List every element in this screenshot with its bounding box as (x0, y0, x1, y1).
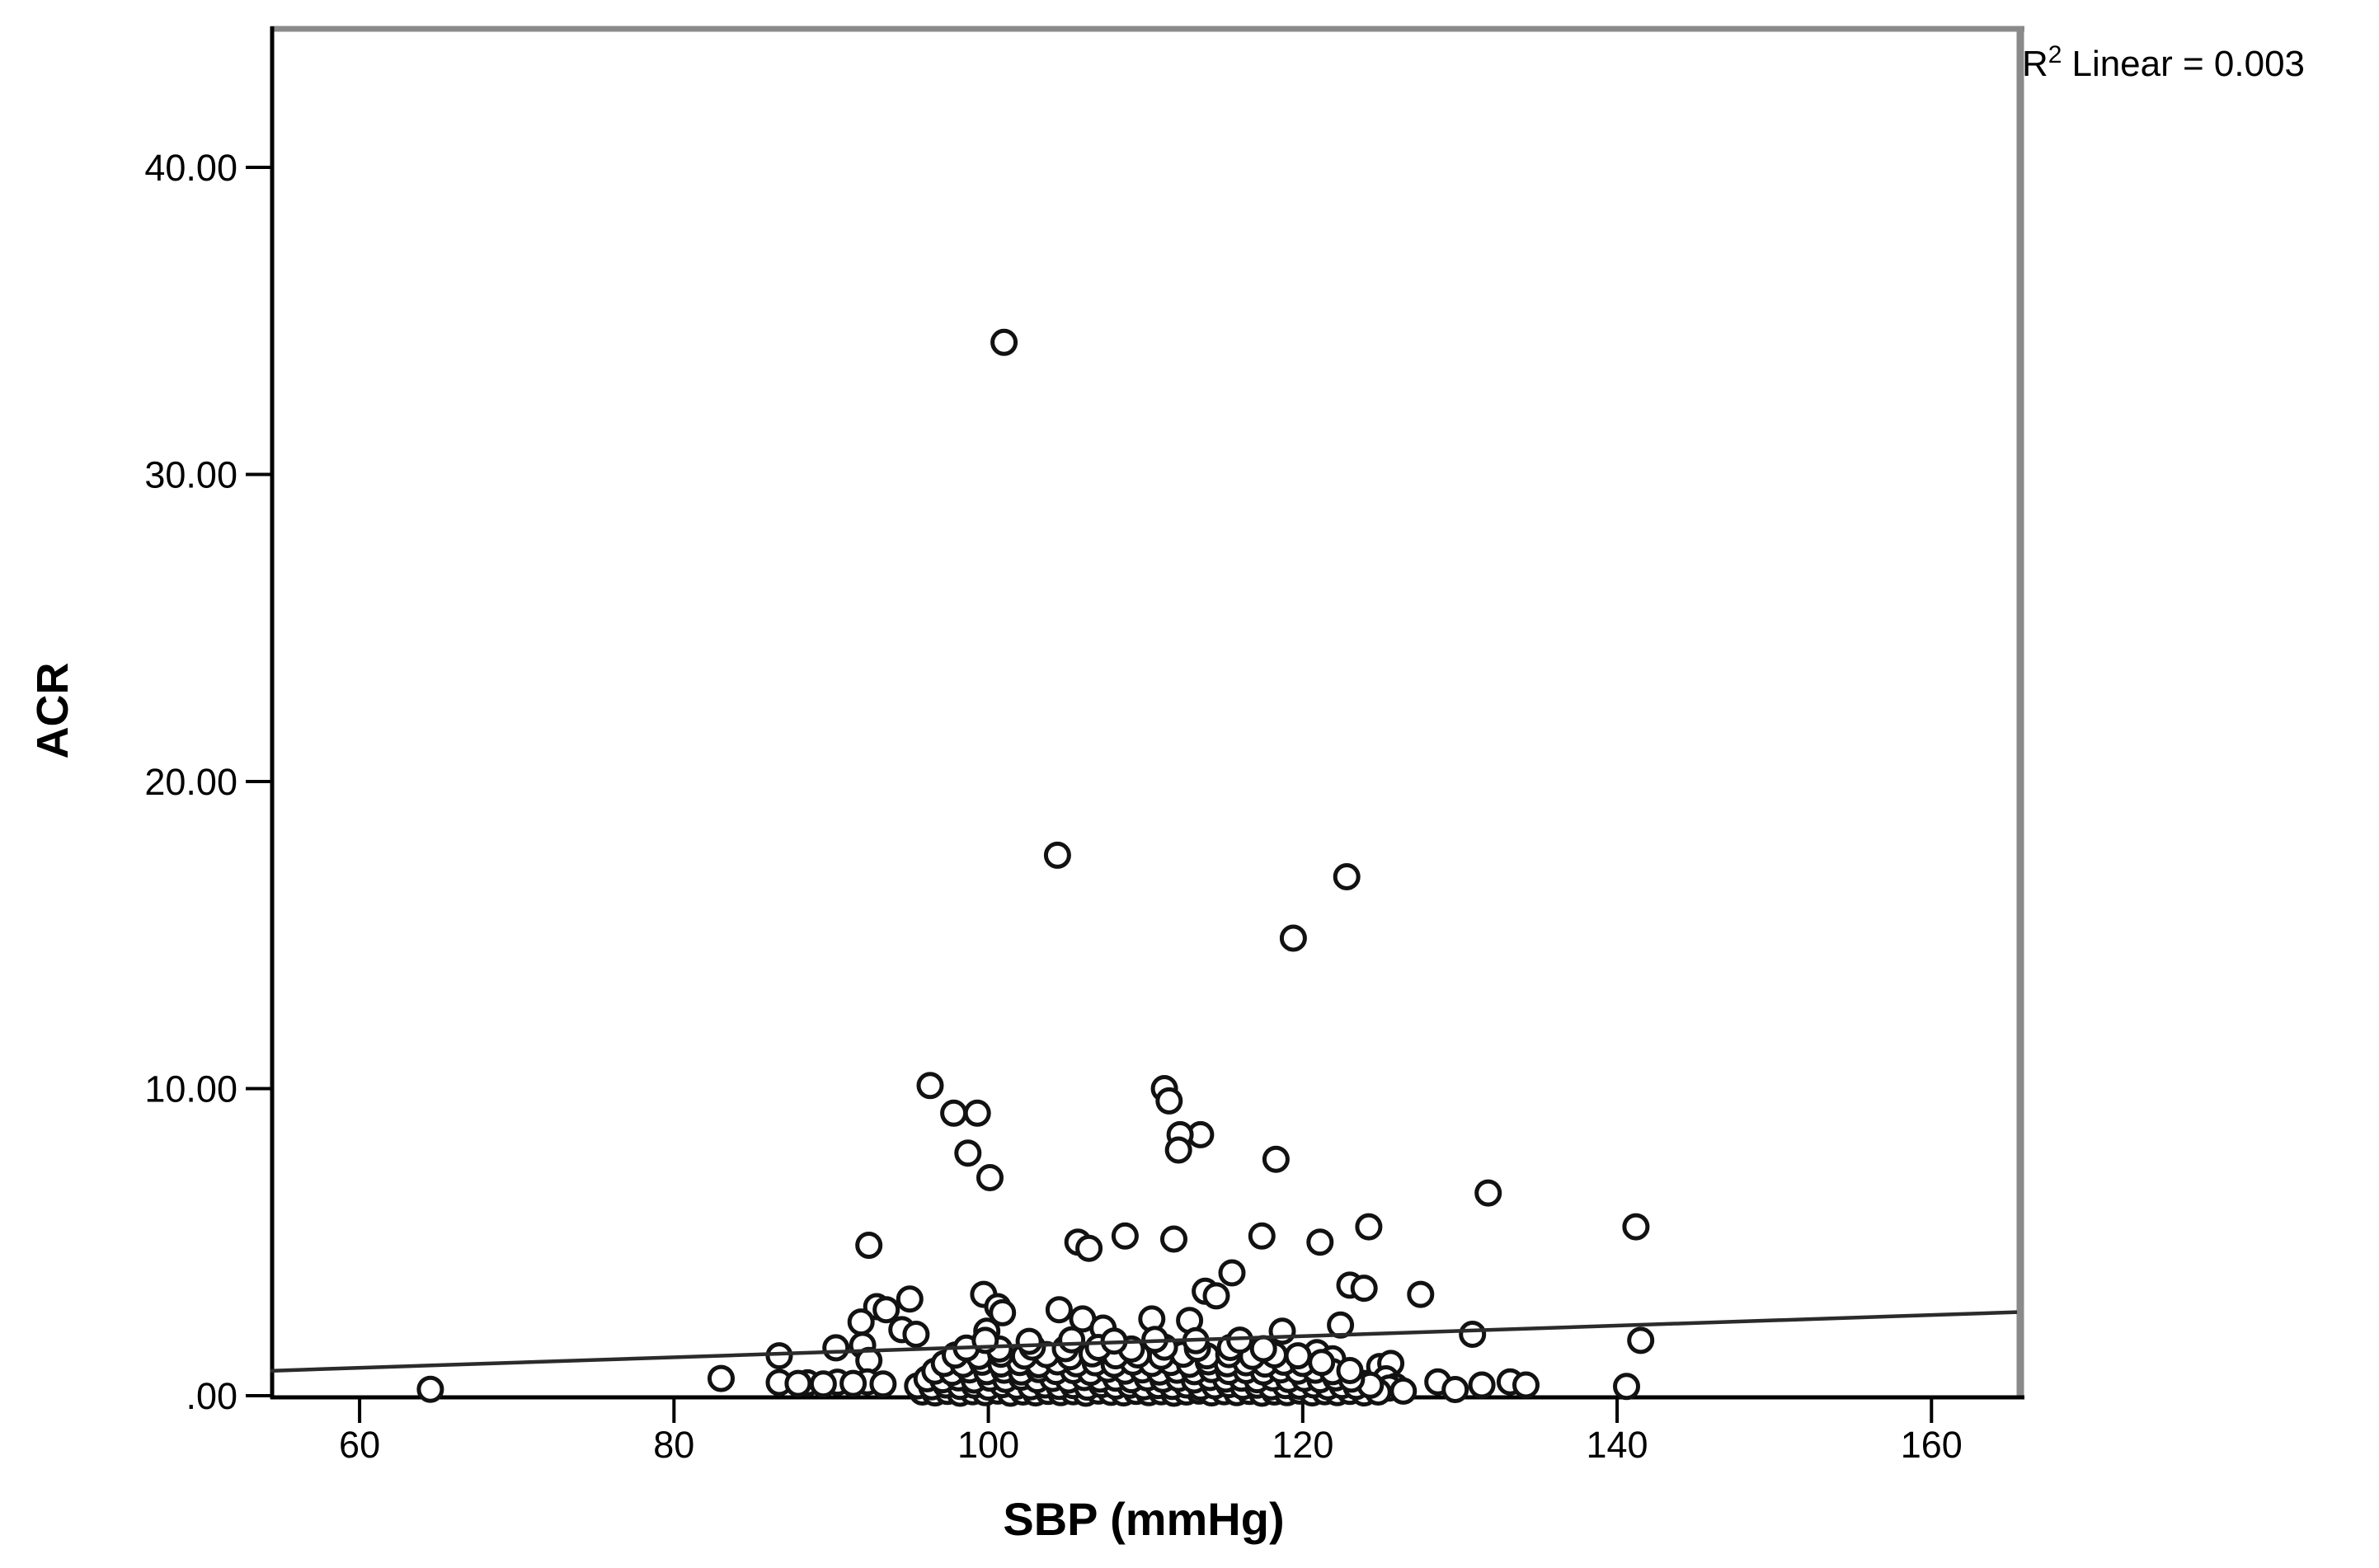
data-point (1043, 841, 1071, 869)
data-point (1249, 1335, 1277, 1363)
data-point (1627, 1326, 1655, 1354)
r2-annotation: R2 Linear = 0.003 (2022, 41, 2305, 84)
data-point (1111, 1222, 1139, 1250)
data-point (1279, 924, 1307, 952)
data-points (416, 328, 1655, 1407)
data-point (1045, 1296, 1073, 1324)
data-point (416, 1375, 444, 1403)
data-point (990, 328, 1018, 356)
data-point (847, 1308, 875, 1336)
y-tick-label: 40.00 (144, 147, 237, 189)
data-point (1164, 1136, 1192, 1164)
data-point (1202, 1282, 1230, 1310)
data-point (839, 1369, 867, 1397)
data-point (784, 1369, 812, 1397)
data-point (896, 1285, 924, 1313)
y-tick-label: .00 (186, 1375, 237, 1417)
data-point (1284, 1342, 1312, 1370)
data-point (1389, 1377, 1418, 1405)
data-point (976, 1164, 1004, 1191)
data-point (822, 1334, 850, 1362)
data-point (1075, 1234, 1103, 1262)
data-point (902, 1321, 930, 1348)
data-point (1308, 1349, 1336, 1377)
data-point (1218, 1259, 1246, 1287)
data-point (1058, 1326, 1086, 1354)
data-point (1468, 1371, 1496, 1399)
data-point (1268, 1317, 1296, 1345)
data-point (963, 1099, 991, 1127)
y-axis-title: ACR (28, 663, 78, 759)
data-point (872, 1296, 900, 1324)
x-tick-label: 140 (1587, 1424, 1648, 1466)
data-point (1441, 1376, 1469, 1403)
data-point (989, 1298, 1017, 1326)
data-point (869, 1370, 897, 1398)
data-point (1407, 1280, 1435, 1308)
data-point (1613, 1373, 1640, 1401)
data-point (916, 1072, 944, 1100)
data-point (1459, 1321, 1487, 1348)
y-tick-label: 10.00 (144, 1068, 237, 1110)
axis-ticks: 60 80 100 120 140 160 .00 10.00 20.00 30.00 40.00 (144, 147, 1962, 1466)
x-axis-title: SBP (mmHg) (1003, 1493, 1284, 1545)
data-point (940, 1099, 968, 1127)
data-point (1350, 1275, 1378, 1303)
r2-annotation-superscript: 2 (2048, 41, 2062, 68)
r2-annotation-rest: Linear = 0.003 (2071, 44, 2305, 84)
data-point (1512, 1371, 1540, 1399)
x-tick-label: 60 (339, 1424, 380, 1466)
x-tick-label: 100 (957, 1424, 1019, 1466)
data-point (1262, 1145, 1290, 1173)
data-point (1336, 1357, 1364, 1384)
data-point (708, 1364, 735, 1392)
data-point (855, 1232, 883, 1259)
data-point (1474, 1179, 1502, 1207)
r2-annotation-prefix: R (2022, 44, 2048, 84)
x-tick-label: 80 (653, 1424, 694, 1466)
data-point (1160, 1225, 1187, 1253)
data-point (1248, 1222, 1276, 1250)
data-point (1622, 1213, 1650, 1241)
x-tick-label: 120 (1272, 1424, 1333, 1466)
data-point (1333, 863, 1361, 890)
fit-line (270, 1310, 2018, 1373)
data-point (1306, 1228, 1334, 1256)
x-tick-label: 160 (1901, 1424, 1963, 1466)
y-tick-label: 20.00 (144, 761, 237, 803)
data-point (1155, 1087, 1183, 1115)
data-point (809, 1370, 837, 1398)
data-point (1355, 1213, 1383, 1241)
data-point (1015, 1327, 1043, 1355)
fit-line-group (270, 1310, 2018, 1373)
data-point (954, 1139, 982, 1167)
y-tick-label: 30.00 (144, 453, 237, 495)
